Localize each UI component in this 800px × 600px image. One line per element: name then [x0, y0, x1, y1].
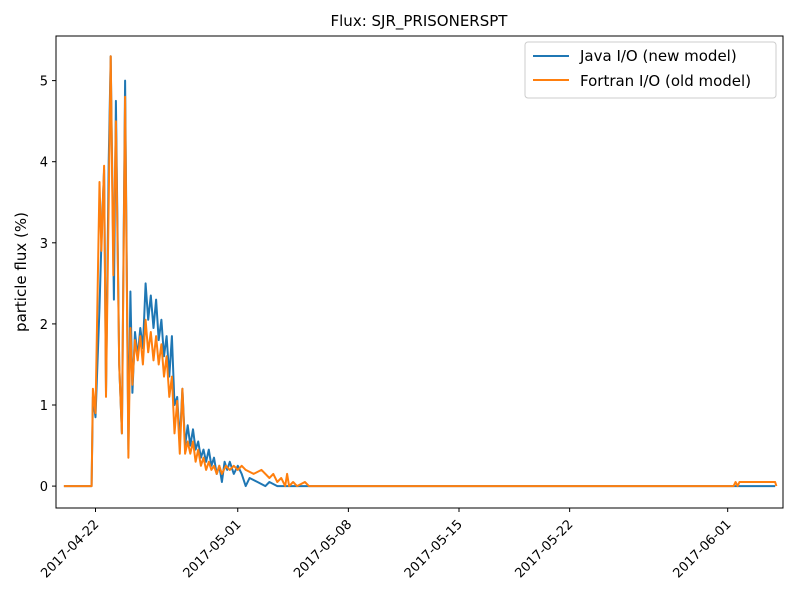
y-tick-label: 3	[40, 237, 48, 252]
y-tick-label: 2	[40, 318, 48, 333]
y-axis: 0 1 2 3 4 5	[40, 75, 56, 495]
plot-frame	[55, 35, 784, 509]
chart-title: Flux: SJR_PRISONERSPT	[331, 12, 509, 31]
y-tick-label: 0	[40, 480, 48, 495]
series-line-fortran	[63, 55, 778, 488]
legend-box	[524, 41, 777, 99]
plot-lines	[63, 55, 778, 488]
legend: Java I/O (new model) Fortran I/O (old mo…	[524, 41, 777, 99]
y-tick-label: 4	[40, 156, 48, 171]
y-tick-label: 1	[40, 399, 48, 414]
y-tick-label: 5	[40, 75, 48, 90]
y-axis-title: particle flux (%)	[12, 212, 30, 332]
legend-label-fortran: Fortran I/O (old model)	[580, 72, 751, 90]
legend-label-java: Java I/O (new model)	[579, 47, 737, 65]
